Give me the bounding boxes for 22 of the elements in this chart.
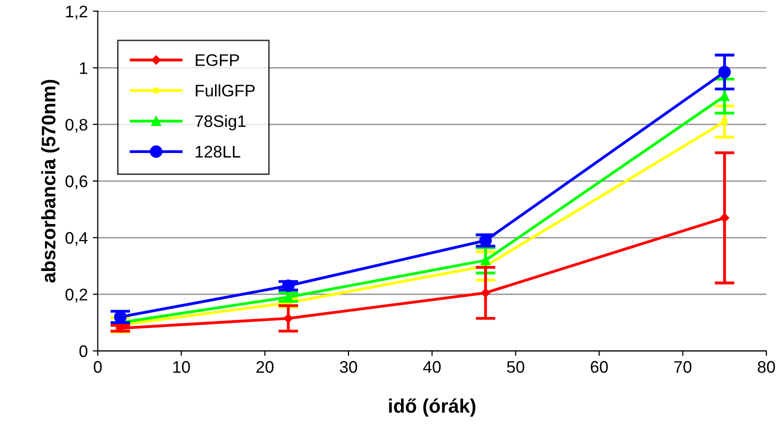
x-tick-label: 70	[674, 361, 692, 373]
y-tick-label: 1	[80, 62, 88, 74]
y-axis-title: abszorbancia (570nm)	[41, 80, 60, 283]
y-tick-label: 0,6	[66, 175, 88, 190]
legend-label: 78Sig1	[195, 114, 246, 130]
x-tick-label: 60	[590, 361, 608, 373]
x-axis-title: idő (órák)	[389, 398, 476, 417]
legend-label: EGFP	[196, 54, 239, 66]
y-tick-label: 0	[79, 345, 88, 358]
x-tick-label: 30	[340, 361, 358, 373]
y-tick-label: 1,2	[66, 6, 88, 20]
legend-label: FullGFP	[196, 84, 255, 97]
x-tick-label: 40	[423, 361, 441, 373]
legend-label: 128LL	[196, 146, 240, 158]
x-tick-label: 0	[94, 361, 102, 373]
x-tick-label: 10	[173, 361, 190, 373]
x-tick-label: 50	[507, 361, 524, 373]
y-tick-label: 0,4	[66, 232, 88, 246]
y-tick-label: 0,8	[66, 118, 88, 133]
x-tick-label: 80	[758, 361, 775, 373]
y-tick-label: 0,2	[66, 288, 88, 302]
x-tick-label: 20	[256, 361, 274, 373]
